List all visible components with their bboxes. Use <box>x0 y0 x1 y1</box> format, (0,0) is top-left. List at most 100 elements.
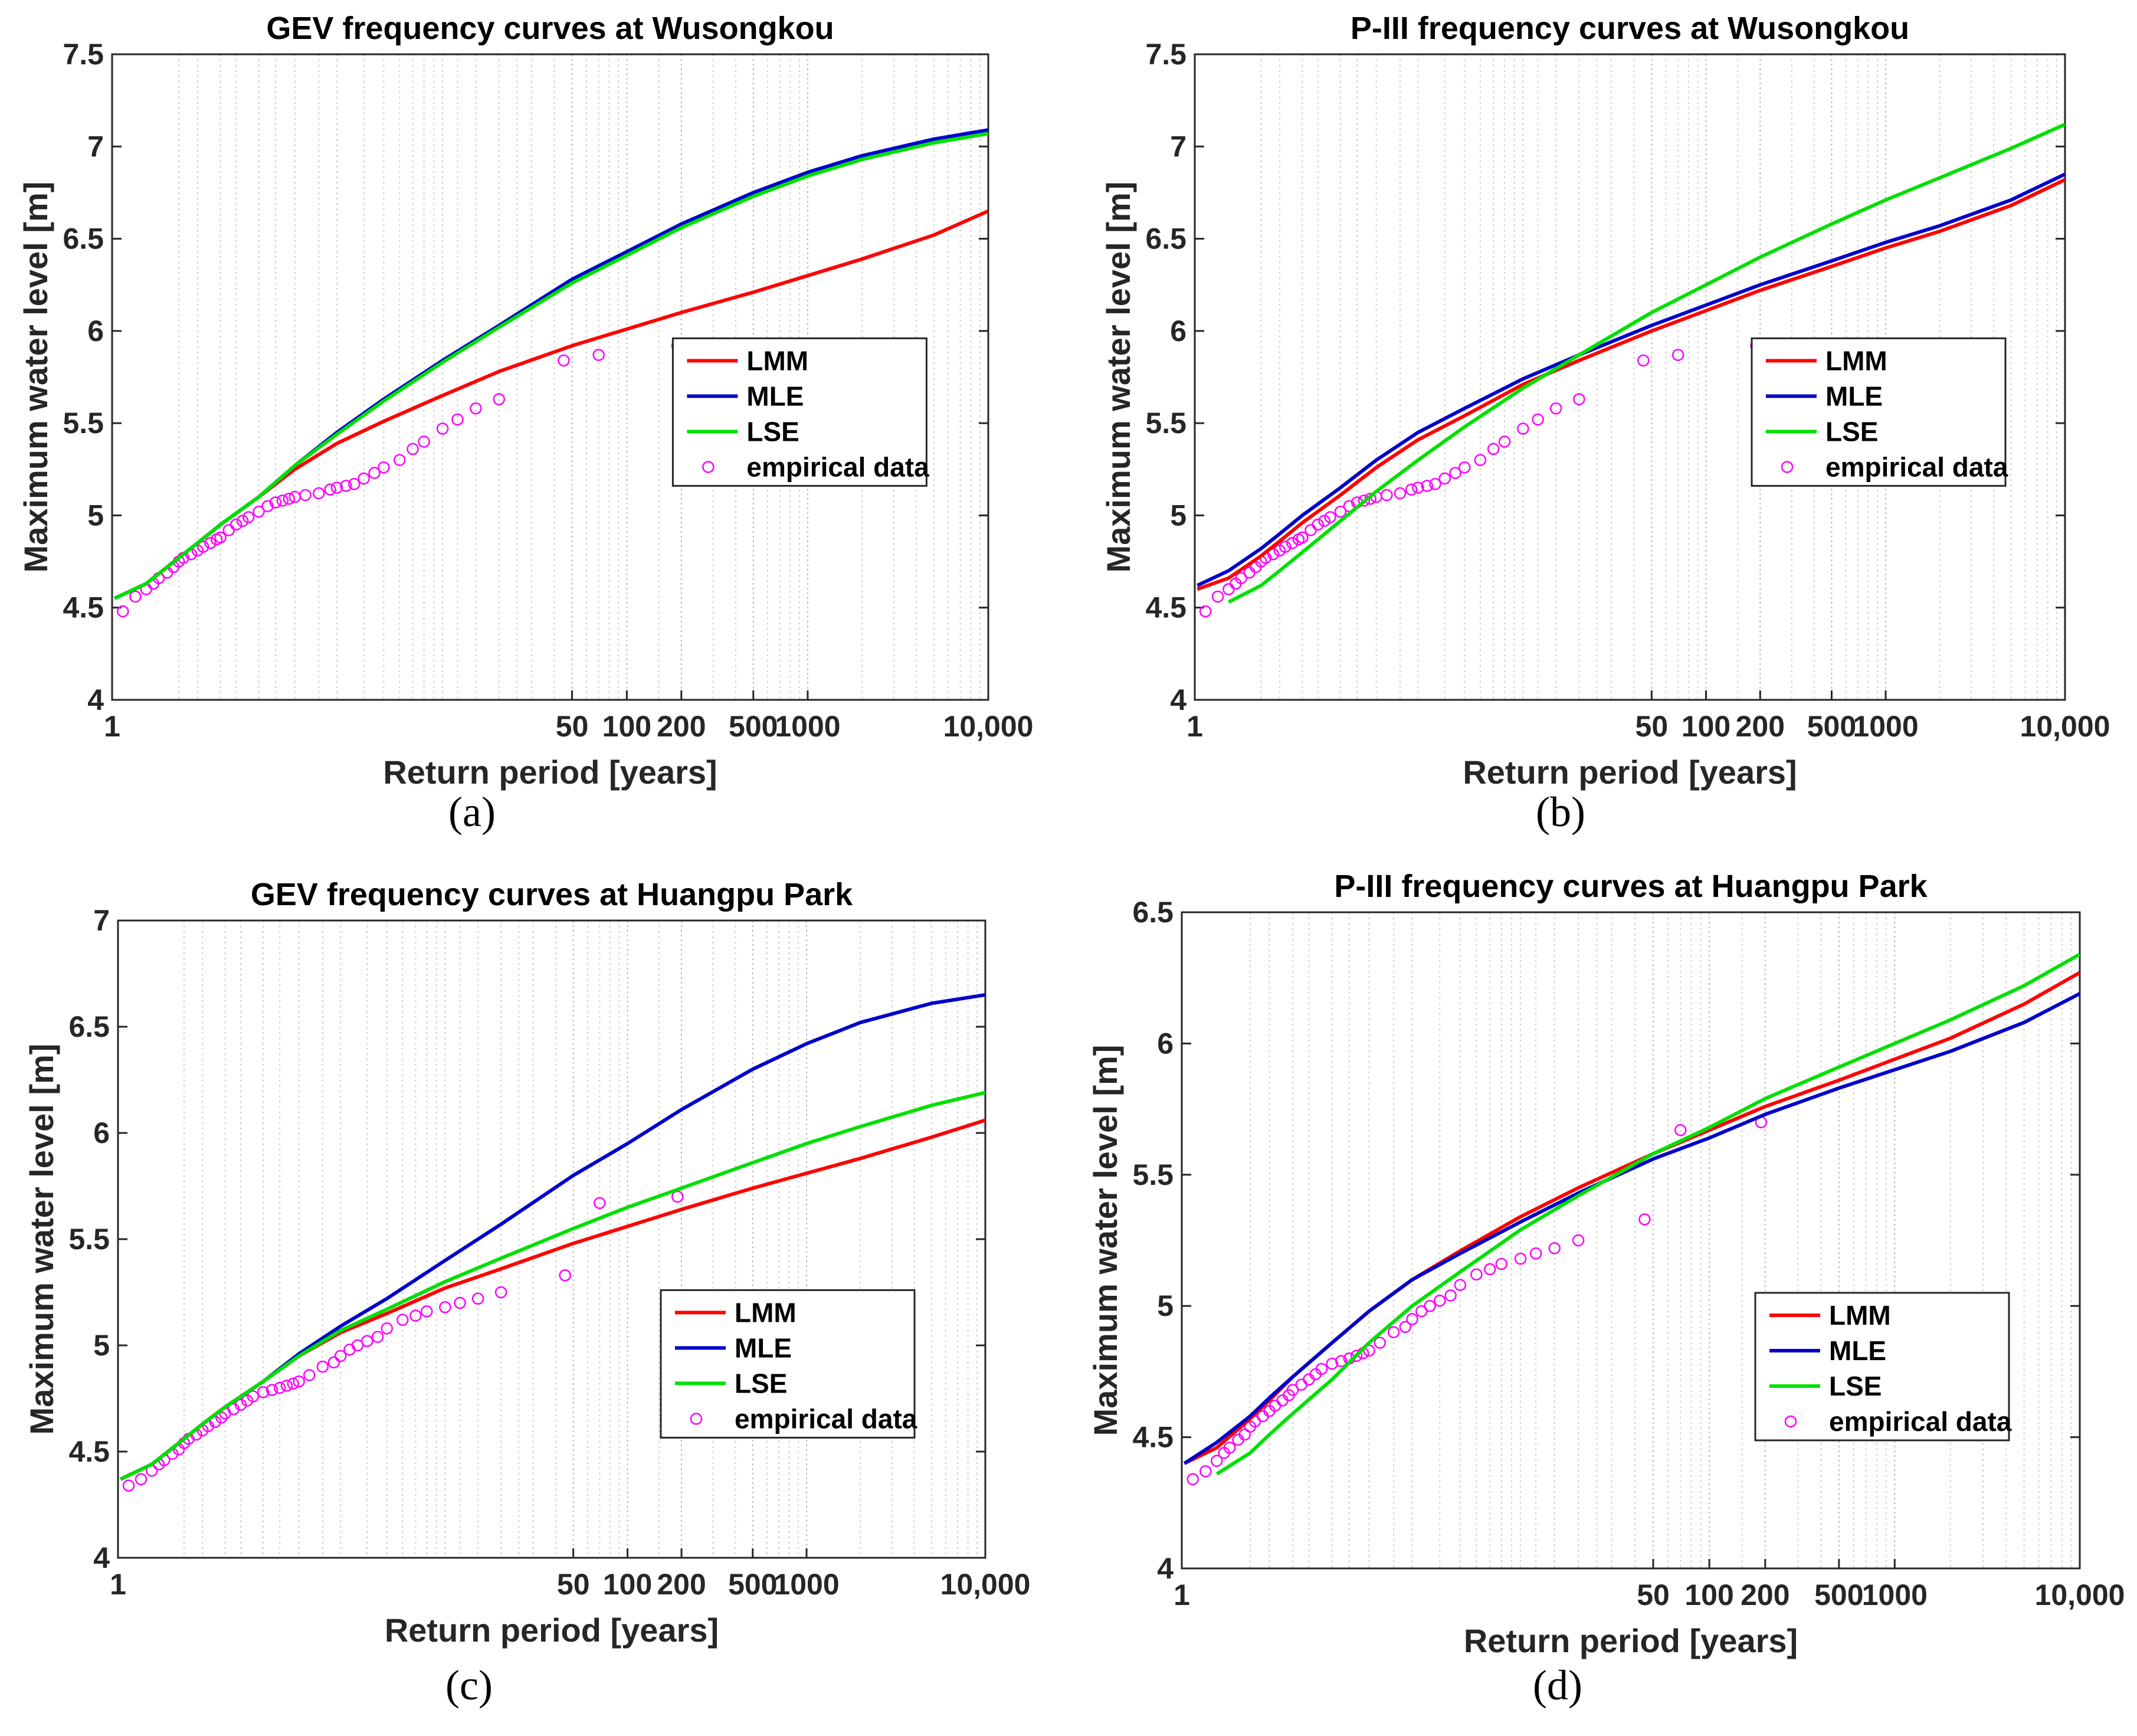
x-tick-label: 10,000 <box>940 1568 1031 1601</box>
legend-label: empirical data <box>1825 451 2008 482</box>
empirical-point <box>1405 483 1418 496</box>
axes-box <box>111 53 989 701</box>
legend-label: LMM <box>1825 345 1887 376</box>
chart-title: P-III frequency curves at Huangpu Park <box>1334 869 1928 904</box>
x-tick-label: 50 <box>1637 1578 1670 1611</box>
y-axis-label: Maximum water level [m] <box>17 182 54 573</box>
x-axis-label: Return period [years] <box>385 1611 719 1649</box>
empirical-point <box>116 605 129 618</box>
series-line-lmm <box>1183 971 2080 1465</box>
series-line-lse <box>1215 952 2080 1476</box>
empirical-point <box>247 1390 260 1403</box>
empirical-point <box>1296 531 1309 544</box>
empirical-point <box>378 461 390 474</box>
empirical-point <box>1387 1326 1400 1338</box>
series-line-lse <box>119 1090 985 1481</box>
empirical-point <box>269 496 282 509</box>
empirical-point <box>454 1296 466 1309</box>
empirical-point <box>324 483 336 496</box>
empirical-point <box>1548 1242 1561 1254</box>
empirical-point <box>1374 1337 1387 1349</box>
empirical-point <box>361 1335 373 1348</box>
legend-box <box>1751 337 2007 487</box>
empirical-point <box>396 1314 409 1326</box>
legend-marker-empirical <box>690 1413 703 1425</box>
axes-box <box>1194 53 2066 701</box>
panel-label: (a) <box>448 788 496 836</box>
empirical-point <box>439 1301 451 1314</box>
series-line-mle <box>1196 172 2065 587</box>
x-tick-label: 100 <box>1682 710 1730 743</box>
empirical-point <box>1458 461 1471 474</box>
empirical-point <box>1406 1313 1418 1325</box>
panel-label: (c) <box>445 1662 493 1709</box>
y-tick-label: 6.5 <box>1132 896 1174 929</box>
empirical-point <box>242 511 255 523</box>
x-tick-label: 200 <box>657 1568 706 1601</box>
empirical-point <box>1211 590 1224 603</box>
y-tick-label: 5.5 <box>68 1223 110 1256</box>
empirical-point <box>197 541 209 553</box>
data-layer <box>1196 123 2065 618</box>
y-tick-label: 4.5 <box>1145 591 1187 624</box>
empirical-point <box>1487 443 1500 456</box>
x-tick-label: 500 <box>728 1568 777 1601</box>
empirical-point <box>1498 435 1511 448</box>
y-tick-label: 4 <box>87 683 104 716</box>
x-tick-label: 1000 <box>1853 710 1918 743</box>
series-line-mle <box>1183 992 2080 1465</box>
empirical-point <box>451 413 464 426</box>
legend-label: LSE <box>746 416 799 447</box>
empirical-point <box>303 1369 316 1381</box>
x-tick-label: 200 <box>1736 710 1785 743</box>
empirical-point <box>1394 487 1407 500</box>
y-tick-label: 6 <box>1157 1027 1174 1060</box>
empirical-point <box>1474 454 1487 466</box>
empirical-point <box>330 482 343 494</box>
x-tick-label: 50 <box>1635 710 1669 743</box>
y-tick-label: 4 <box>1170 683 1187 716</box>
empirical-point <box>1572 1234 1585 1247</box>
legend: LMM MLE LSE empirical data <box>660 1289 917 1439</box>
legend-label: MLE <box>746 381 804 411</box>
empirical-point <box>122 1479 135 1492</box>
empirical-point <box>559 1269 571 1282</box>
x-tick-label: 1 <box>110 1568 126 1601</box>
empirical-point <box>135 1473 148 1486</box>
series-line-lmm <box>1197 178 2065 591</box>
panel-label: (d) <box>1533 1662 1582 1709</box>
empirical-point <box>436 422 449 435</box>
x-tick-label: 10,000 <box>2035 1578 2125 1611</box>
y-tick-label: 6.5 <box>1145 222 1187 256</box>
empirical-point <box>215 1411 228 1424</box>
panel-label: (b) <box>1536 788 1585 836</box>
y-tick-label: 6 <box>1170 315 1187 348</box>
empirical-point <box>471 1292 484 1305</box>
empirical-point <box>1438 472 1451 485</box>
legend-marker-empirical <box>1784 1415 1797 1428</box>
empirical-point <box>230 518 242 531</box>
empirical-point <box>129 590 142 603</box>
legend-label: empirical data <box>746 451 929 482</box>
empirical-point <box>214 531 227 544</box>
empirical-point <box>327 1356 340 1369</box>
x-tick-label: 50 <box>556 710 589 743</box>
empirical-point <box>1350 1350 1363 1362</box>
y-tick-label: 4 <box>93 1541 110 1574</box>
empirical-point <box>1444 1289 1457 1302</box>
empirical-point <box>1315 1362 1328 1375</box>
legend-label: MLE <box>735 1332 792 1363</box>
empirical-point <box>287 1377 300 1390</box>
legend: LMM MLE LSE empirical data <box>671 337 929 487</box>
y-tick-label: 6.5 <box>63 222 104 256</box>
empirical-point <box>1267 548 1280 561</box>
empirical-point <box>592 349 605 361</box>
x-tick-label: 1000 <box>775 710 840 743</box>
empirical-point <box>494 1286 507 1299</box>
plot-area <box>1182 912 2080 1568</box>
empirical-point <box>1279 541 1292 553</box>
